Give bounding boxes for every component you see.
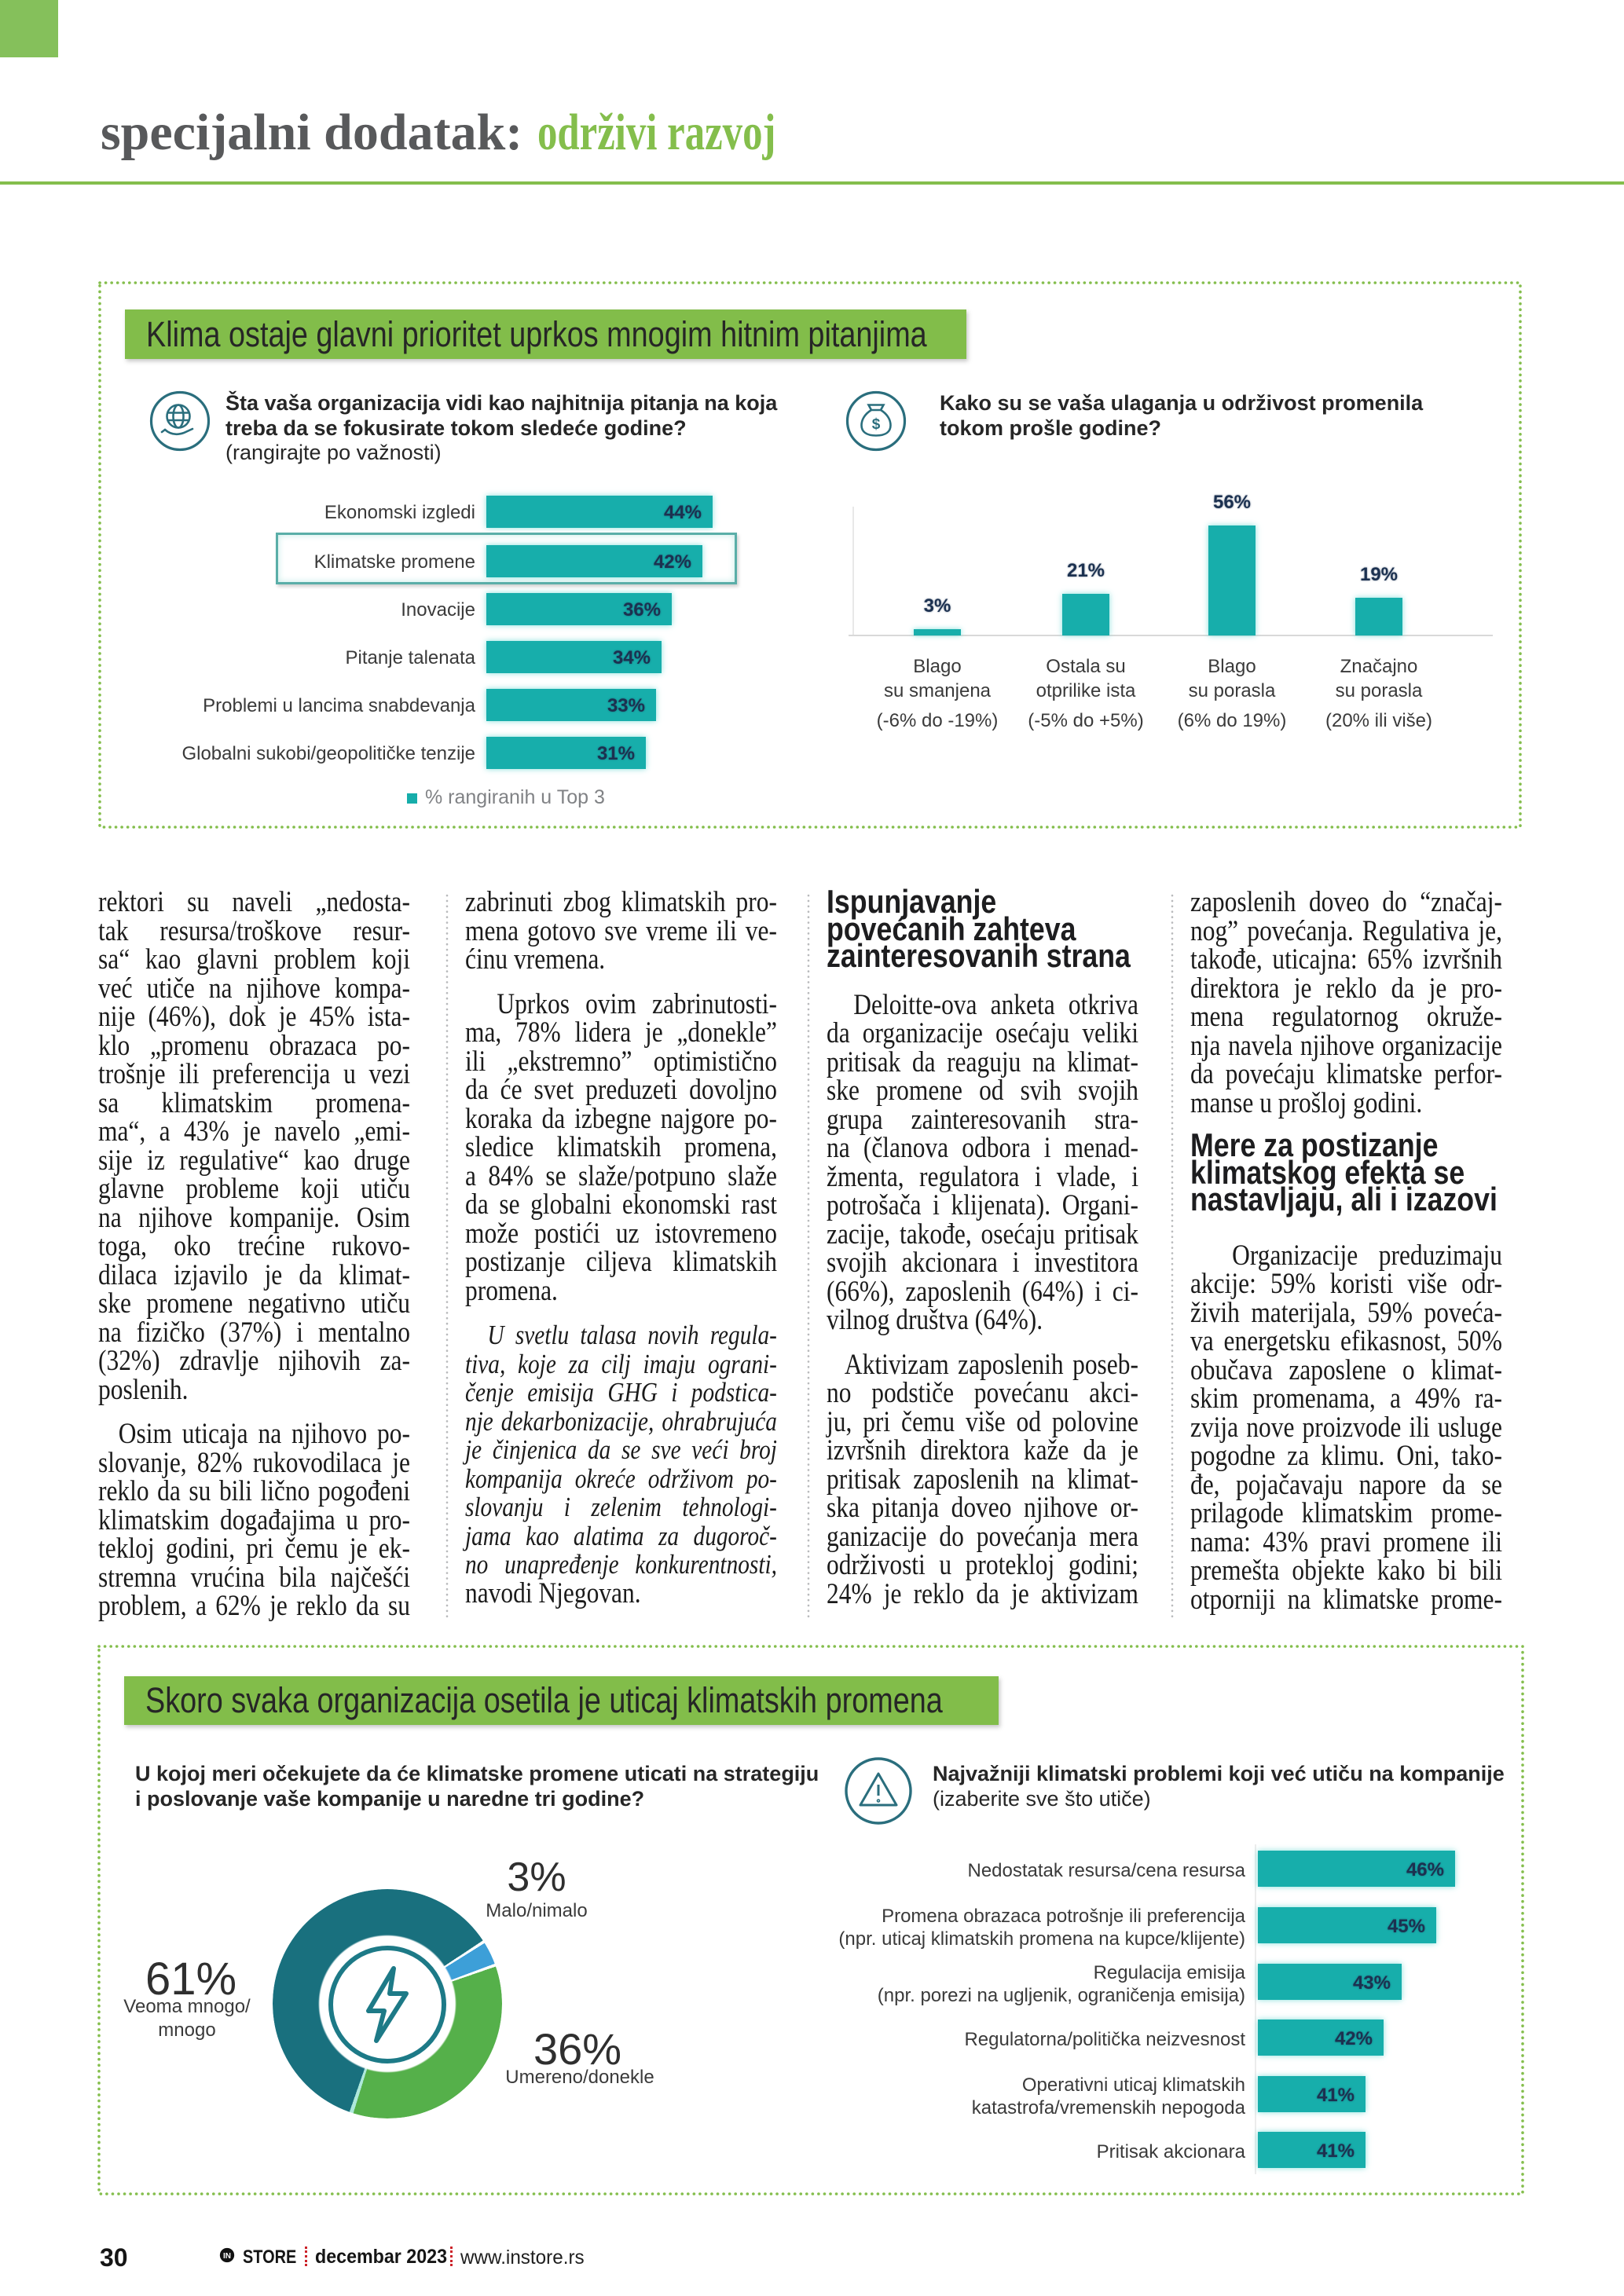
- svg-text:$: $: [872, 416, 881, 433]
- svg-text:IN: IN: [223, 2252, 231, 2261]
